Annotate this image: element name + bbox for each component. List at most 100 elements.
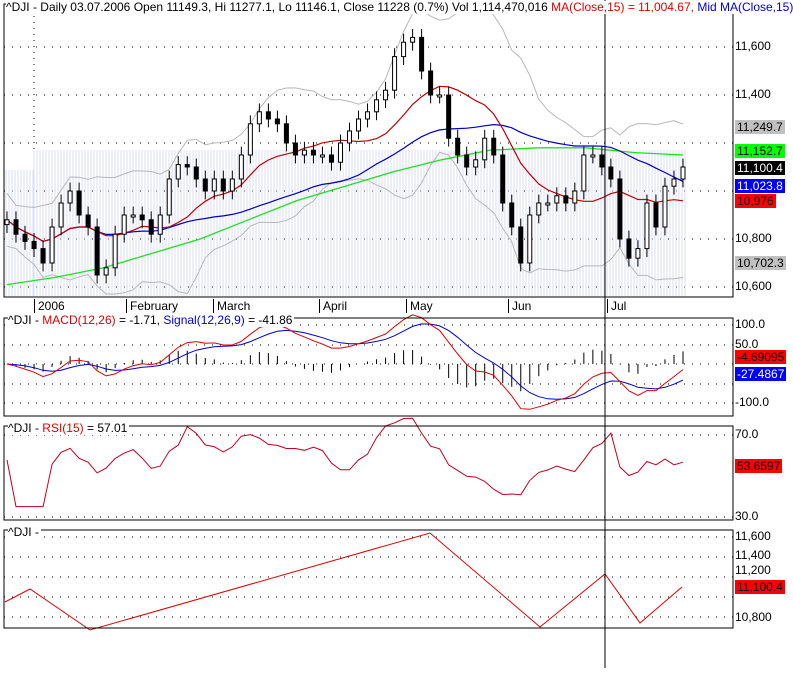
y-axis-tick-label: 11,200 <box>735 563 771 577</box>
main-panel-title: ^DJI - Daily 03.07.2006 Open 11149.3, Hi… <box>6 1 793 14</box>
candle-body <box>356 118 362 132</box>
y-axis-tick-label: -100.0 <box>735 395 770 409</box>
candle-body <box>220 178 226 192</box>
y-axis-tick-label: 30.0 <box>735 509 759 523</box>
candle-body <box>13 219 19 235</box>
candle-body <box>292 142 298 156</box>
candle-body <box>635 248 641 259</box>
candle-body <box>328 154 334 163</box>
candle-body <box>626 238 632 259</box>
y-axis-tick-label: 10,600 <box>735 279 772 293</box>
candle-body <box>554 195 560 204</box>
candle-body <box>121 214 127 235</box>
candle-body <box>509 202 515 228</box>
symbol-label: ^DJI - <box>8 525 39 539</box>
candle-body <box>310 149 316 156</box>
candle-body <box>85 214 91 228</box>
candle-body <box>608 166 614 180</box>
price-summary: ^DJI - Daily 03.07.2006 Open 11149.3, Hi… <box>6 0 552 14</box>
candle-body <box>500 154 506 204</box>
candle-body <box>247 123 253 156</box>
volume-bars <box>5 150 686 296</box>
candle-body <box>184 164 190 168</box>
macd-legend: MACD(12,26) <box>42 313 116 327</box>
candle-body <box>599 154 605 168</box>
symbol-label: ^DJI - <box>8 313 43 327</box>
candle-body <box>49 226 55 264</box>
upper-band <box>6 2 684 209</box>
candle-body <box>374 99 380 113</box>
macd-line <box>6 314 684 410</box>
ma15-legend: MA(Close,15) = 11,004.67, <box>551 0 698 14</box>
candle-body <box>157 214 163 235</box>
y-axis-tick-label: 11,400 <box>735 87 771 101</box>
symbol-label: ^DJI - <box>8 421 43 435</box>
candle-body <box>455 137 461 156</box>
candle-body <box>437 94 443 98</box>
value-label: 11,100.4 <box>735 161 785 175</box>
candle-body <box>536 202 542 216</box>
signal-legend: Signal(12,26,9) <box>163 313 245 327</box>
zigzag-line <box>4 532 683 631</box>
candle-body <box>76 190 82 216</box>
value-label: 10,702.3 <box>735 256 786 270</box>
macd-value: = -1.71, <box>115 313 164 327</box>
candle-body <box>238 154 244 180</box>
candle-body <box>410 36 416 43</box>
rsi-panel-title: ^DJI - RSI(15) = 57.01 <box>8 421 130 435</box>
y-axis-tick-label: 10,800 <box>735 610 772 624</box>
value-label: 11,152.7 <box>735 144 785 158</box>
candle-body <box>428 70 434 96</box>
signal-value: = -41.86 <box>244 313 293 327</box>
candle-body <box>40 248 46 264</box>
x-axis-month-label: April <box>319 299 347 313</box>
candle-body <box>58 202 64 228</box>
y-axis-tick-label: 100.0 <box>735 317 766 331</box>
x-axis-month-label: Jun <box>508 299 531 313</box>
y-axis-tick-label: 50.0 <box>735 337 759 351</box>
candle-body <box>130 214 136 218</box>
macd-panel-title: ^DJI - MACD(12,26) = -1.71, Signal(12,26… <box>8 313 295 327</box>
candle-body <box>518 226 524 264</box>
y-axis-tick-label: 11,600 <box>735 529 771 543</box>
candle-body <box>202 178 208 192</box>
candle-body <box>446 94 452 139</box>
candle-body <box>4 219 10 226</box>
candle-body <box>139 214 145 221</box>
candle-body <box>175 164 181 180</box>
rsi-value: = 57.01 <box>83 421 128 435</box>
moving-averages <box>6 85 684 286</box>
candle-body <box>319 154 325 158</box>
x-axis-month-label: Jul <box>607 299 626 313</box>
candle-body <box>256 111 262 125</box>
value-label: 11,023.8 <box>735 179 785 193</box>
candle-body <box>563 195 569 204</box>
value-label: 11,100.4 <box>735 580 785 594</box>
x-axis-month-label: May <box>406 299 433 313</box>
candle-body <box>653 202 659 228</box>
value-label: 53.6597 <box>735 459 783 473</box>
candle-body <box>680 166 686 180</box>
zigzag-panel-title: ^DJI - <box>8 526 41 539</box>
panel-frame-3 <box>3 529 734 629</box>
candle-body <box>482 137 488 161</box>
candle-body <box>572 190 578 204</box>
candle-body <box>265 111 271 120</box>
candle-body <box>644 202 650 250</box>
panel-frame-1 <box>3 317 734 417</box>
zigzag-panel-plot <box>4 532 683 631</box>
ma-long-line <box>6 147 684 286</box>
candle-body <box>22 233 28 242</box>
candle-body <box>67 190 73 204</box>
y-axis-tick-label: 70.0 <box>735 427 759 441</box>
candle-body <box>491 137 497 156</box>
panel-frame-2 <box>3 425 734 521</box>
candle-body <box>671 178 677 187</box>
candle-body <box>229 178 235 192</box>
rsi-legend: RSI(15) <box>42 421 84 435</box>
y-axis-tick-label: 10,800 <box>735 231 772 245</box>
candle-body <box>392 56 398 91</box>
candle-body <box>274 118 280 125</box>
value-label: -4.69095 <box>735 350 787 364</box>
